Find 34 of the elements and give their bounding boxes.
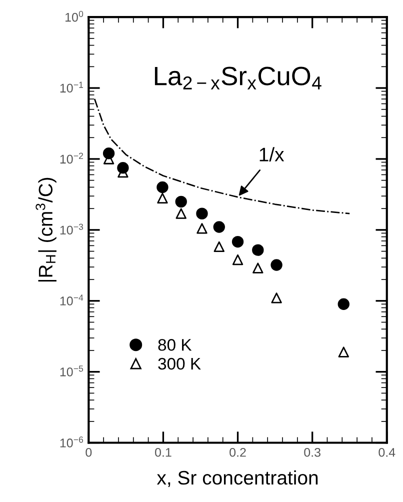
x-tick-label: 0.3 [304,448,320,457]
point [252,244,264,256]
point [270,259,282,271]
annotation: 1/x [260,147,284,162]
point [196,223,208,234]
y-tick-label: 10$^{0}$ [66,10,84,22]
point [196,208,208,220]
point [214,241,224,252]
x-tick-label: 0.1 [155,448,172,457]
y-tick-label: 10$^{−4}$ [60,294,84,306]
point [232,254,244,266]
point [338,298,350,310]
text: La$_{2−x}$Sr$_{x}$CuO$_{4}$ [154,66,322,90]
point [252,262,264,274]
y-tick-label: 10$^{−1}$ [60,82,83,93]
x-tick-label: 0.2 [230,448,246,457]
point [157,192,168,204]
point [232,236,244,248]
point [271,292,282,304]
point [156,181,168,194]
y-axis-title: |R$_{H}$| (cm$^{3}$/C) [36,178,56,282]
x-tick-label: 0.4 [378,448,396,457]
x-tick-label: 0 [86,448,92,457]
legend-label: 300 K [158,358,201,370]
y-tick-label: 10$^{−2}$ [60,152,83,164]
legend-label: 80 K [158,339,192,351]
y-tick-label: 10$^{−3}$ [60,224,84,235]
point [175,196,187,208]
point [338,346,349,358]
point [176,208,186,219]
point [213,221,225,233]
x-axis-title: x, Sr concentration [156,470,318,487]
y-tick-label: 10$^{−6}$ [60,436,84,448]
y-tick-label: 10$^{−5}$ [60,366,84,376]
